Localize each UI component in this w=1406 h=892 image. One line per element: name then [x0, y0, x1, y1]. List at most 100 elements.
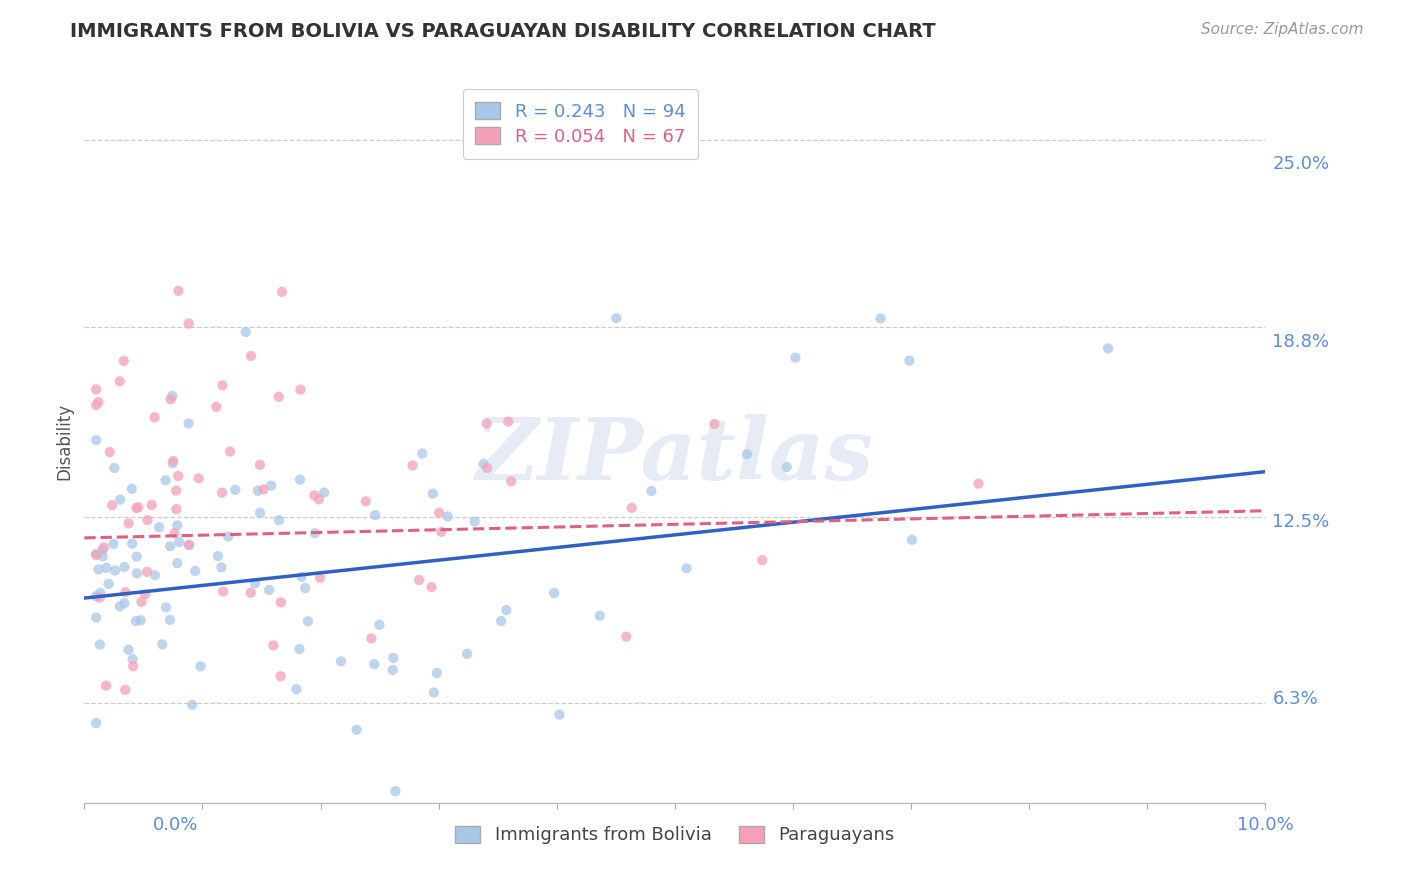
Point: [143, 410, 166, 425]
Point: [364, 508, 387, 523]
Point: [165, 483, 187, 498]
Point: [159, 392, 181, 407]
Point: [209, 560, 232, 574]
Point: [384, 784, 406, 798]
Point: [240, 349, 263, 363]
Point: [735, 447, 758, 461]
Point: [260, 478, 283, 492]
Point: [368, 617, 391, 632]
Point: [270, 595, 292, 609]
Point: [177, 317, 200, 331]
Point: [501, 475, 523, 489]
Point: [112, 560, 135, 574]
Point: [101, 498, 124, 512]
Point: [290, 383, 312, 397]
Point: [181, 698, 204, 712]
Point: [187, 471, 209, 485]
Point: [285, 682, 308, 697]
Point: [243, 576, 266, 591]
Point: [166, 518, 188, 533]
Point: [121, 482, 143, 496]
Point: [125, 566, 148, 581]
Point: [177, 538, 200, 552]
Point: [288, 642, 311, 657]
Point: [121, 536, 143, 550]
Point: [167, 469, 190, 483]
Point: [163, 526, 186, 541]
Point: [125, 500, 148, 515]
Point: [224, 483, 246, 497]
Point: [166, 556, 188, 570]
Point: [430, 524, 453, 539]
Point: [495, 603, 517, 617]
Point: [155, 600, 177, 615]
Point: [360, 632, 382, 646]
Point: [381, 663, 404, 677]
Point: [167, 284, 190, 298]
Point: [411, 446, 433, 460]
Point: [207, 549, 229, 564]
Point: [270, 669, 292, 683]
Point: [297, 615, 319, 629]
Point: [136, 565, 159, 579]
Point: [84, 548, 107, 562]
Point: [112, 354, 135, 368]
Point: [87, 395, 110, 409]
Point: [131, 595, 153, 609]
Text: Source: ZipAtlas.com: Source: ZipAtlas.com: [1201, 22, 1364, 37]
Point: [165, 502, 187, 516]
Point: [162, 456, 184, 470]
Point: [117, 516, 139, 531]
Text: IMMIGRANTS FROM BOLIVIA VS PARAGUAYAN DISABILITY CORRELATION CHART: IMMIGRANTS FROM BOLIVIA VS PARAGUAYAN DI…: [70, 22, 936, 41]
Point: [96, 561, 118, 575]
Text: 18.8%: 18.8%: [1272, 333, 1330, 351]
Point: [89, 591, 111, 605]
Point: [477, 461, 499, 475]
Point: [271, 285, 294, 299]
Point: [620, 500, 643, 515]
Point: [89, 638, 111, 652]
Point: [249, 458, 271, 472]
Point: [346, 723, 368, 737]
Point: [103, 461, 125, 475]
Point: [159, 613, 181, 627]
Point: [354, 494, 377, 508]
Point: [104, 564, 127, 578]
Point: [84, 610, 107, 624]
Point: [112, 596, 135, 610]
Point: [177, 417, 200, 431]
Point: [159, 539, 181, 553]
Legend: Immigrants from Bolivia, Paraguayans: Immigrants from Bolivia, Paraguayans: [449, 818, 901, 852]
Point: [548, 707, 571, 722]
Point: [84, 589, 107, 603]
Point: [472, 457, 495, 471]
Point: [898, 353, 921, 368]
Point: [640, 483, 662, 498]
Point: [127, 500, 149, 515]
Point: [87, 562, 110, 576]
Point: [91, 542, 114, 557]
Point: [290, 570, 312, 584]
Point: [84, 716, 107, 731]
Point: [211, 378, 233, 392]
Text: 25.0%: 25.0%: [1272, 155, 1330, 173]
Point: [169, 535, 191, 549]
Point: [141, 498, 163, 512]
Point: [121, 652, 143, 666]
Point: [108, 375, 131, 389]
Point: [967, 476, 990, 491]
Point: [257, 582, 280, 597]
Point: [114, 585, 136, 599]
Point: [751, 553, 773, 567]
Point: [134, 587, 156, 601]
Text: 10.0%: 10.0%: [1237, 816, 1294, 834]
Point: [475, 417, 498, 431]
Point: [84, 383, 107, 397]
Point: [117, 642, 139, 657]
Point: [309, 571, 332, 585]
Point: [427, 506, 450, 520]
Point: [456, 647, 478, 661]
Point: [129, 613, 152, 627]
Point: [162, 454, 184, 468]
Point: [122, 659, 145, 673]
